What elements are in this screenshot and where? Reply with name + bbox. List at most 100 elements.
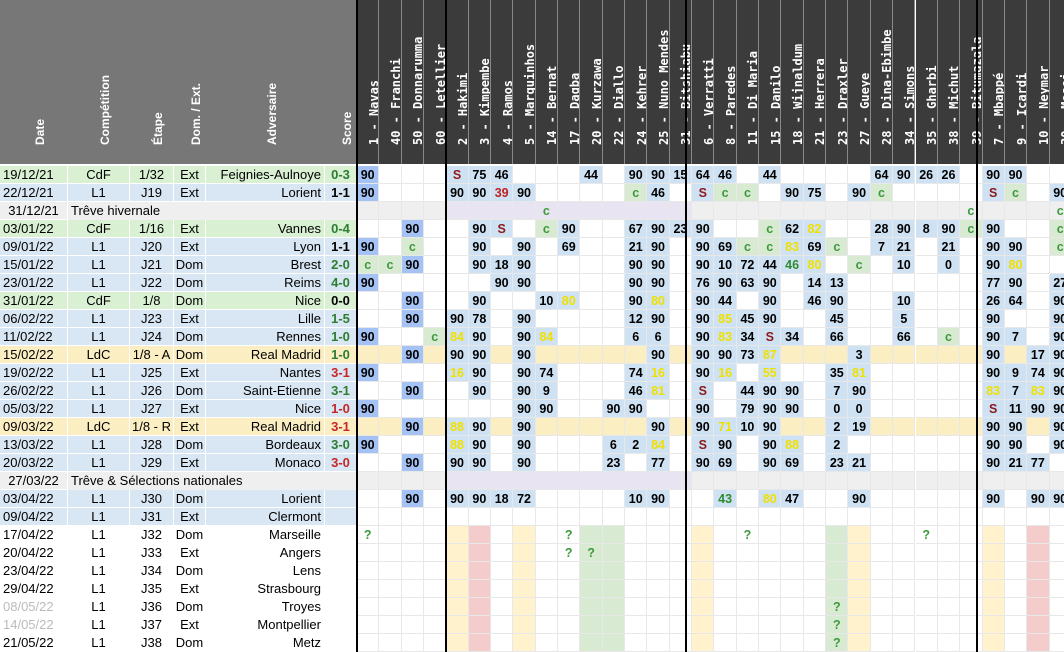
competition-cell[interactable]: L1 [68,274,130,292]
player-cell[interactable] [893,382,916,400]
player-cell[interactable] [424,490,447,508]
opponent-cell[interactable]: Nantes [206,364,325,382]
player-cell[interactable] [513,292,536,310]
player-cell[interactable] [893,508,916,526]
player-cell[interactable] [669,490,693,508]
player-cell[interactable]: 90 [357,328,380,346]
player-cell[interactable]: 23 [826,454,849,472]
player-cell[interactable] [424,202,447,220]
player-cell[interactable] [848,274,871,292]
stage-cell[interactable]: J20 [130,238,174,256]
player-cell[interactable] [446,526,469,544]
player-cell[interactable] [379,184,402,202]
player-header[interactable]: 34 - Simons [893,0,916,164]
player-cell[interactable] [826,220,849,238]
player-cell[interactable]: 10 [893,256,916,274]
player-cell[interactable] [1049,634,1064,652]
player-cell[interactable]: c [535,202,559,220]
player-cell[interactable]: 90 [513,436,536,454]
player-cell[interactable] [915,616,938,634]
player-cell[interactable] [379,292,402,310]
player-cell[interactable]: 44 [714,292,737,310]
player-cell[interactable] [759,544,782,562]
player-cell[interactable] [870,562,894,580]
player-header[interactable]: 22 - Diallo [602,0,626,164]
player-cell[interactable]: 90 [692,364,715,382]
player-cell[interactable] [893,598,916,616]
venue-cell[interactable]: Dom [174,382,206,400]
player-header[interactable]: 50 - Donnarumma [401,0,424,164]
player-cell[interactable] [937,562,961,580]
player-cell[interactable] [803,634,827,652]
player-cell[interactable]: 46 [491,166,514,184]
player-cell[interactable]: 69 [714,454,737,472]
player-cell[interactable]: 76 [692,274,715,292]
player-cell[interactable]: 90 [692,238,715,256]
player-cell[interactable] [468,634,492,652]
player-cell[interactable] [558,490,581,508]
player-cell[interactable] [915,472,938,490]
venue-cell[interactable]: Ext [174,418,206,436]
player-cell[interactable] [960,562,983,580]
player-cell[interactable] [714,472,737,490]
stage-cell[interactable]: J30 [130,490,174,508]
player-cell[interactable] [893,616,916,634]
player-cell[interactable] [357,472,380,490]
player-cell[interactable]: S [759,328,782,346]
player-cell[interactable]: 90 [937,220,961,238]
player-cell[interactable]: c [870,184,894,202]
stage-cell[interactable]: 1/8 [130,292,174,310]
player-cell[interactable] [580,634,603,652]
date-cell[interactable]: 29/04/22 [0,580,68,598]
player-cell[interactable]: 90 [491,274,514,292]
player-cell[interactable] [893,418,916,436]
player-cell[interactable]: 5 [893,310,916,328]
player-cell[interactable]: 79 [736,400,760,418]
date-cell[interactable]: 17/04/22 [0,526,68,544]
player-cell[interactable] [602,580,626,598]
player-cell[interactable] [960,166,983,184]
player-cell[interactable] [759,616,782,634]
player-cell[interactable]: 90 [1027,490,1050,508]
player-cell[interactable] [401,364,424,382]
player-cell[interactable] [468,472,492,490]
player-cell[interactable] [937,580,961,598]
player-cell[interactable]: 26 [982,292,1005,310]
player-cell[interactable]: 90 [513,364,536,382]
player-cell[interactable]: 8 [915,220,938,238]
player-cell[interactable] [491,364,514,382]
player-cell[interactable]: 90 [848,184,871,202]
player-cell[interactable] [357,616,380,634]
opponent-cell[interactable]: Feignies-Aulnoye [206,166,325,184]
player-cell[interactable] [357,346,380,364]
player-cell[interactable] [669,346,693,364]
player-cell[interactable]: 90 [647,166,670,184]
player-cell[interactable] [982,634,1005,652]
player-cell[interactable] [937,634,961,652]
player-cell[interactable] [781,634,804,652]
player-cell[interactable]: 90 [692,328,715,346]
stage-cell[interactable]: J23 [130,310,174,328]
player-cell[interactable] [357,562,380,580]
player-cell[interactable]: c [401,238,424,256]
date-cell[interactable]: 26/02/22 [0,382,68,400]
player-cell[interactable] [357,202,380,220]
stage-cell[interactable]: J35 [130,580,174,598]
player-cell[interactable] [915,364,938,382]
player-cell[interactable] [580,256,603,274]
player-cell[interactable] [602,364,626,382]
player-cell[interactable] [848,220,871,238]
player-cell[interactable]: 44 [759,256,782,274]
player-cell[interactable] [1027,598,1050,616]
player-cell[interactable]: 90 [446,490,469,508]
player-cell[interactable]: 6 [647,328,670,346]
player-cell[interactable]: 87 [759,346,782,364]
player-cell[interactable] [580,454,603,472]
opponent-cell[interactable]: Lorient [206,184,325,202]
player-cell[interactable] [558,616,581,634]
player-cell[interactable]: 21 [1004,454,1028,472]
player-cell[interactable] [491,544,514,562]
player-cell[interactable]: 13 [826,274,849,292]
player-cell[interactable] [446,292,469,310]
competition-cell[interactable]: CdF [68,220,130,238]
